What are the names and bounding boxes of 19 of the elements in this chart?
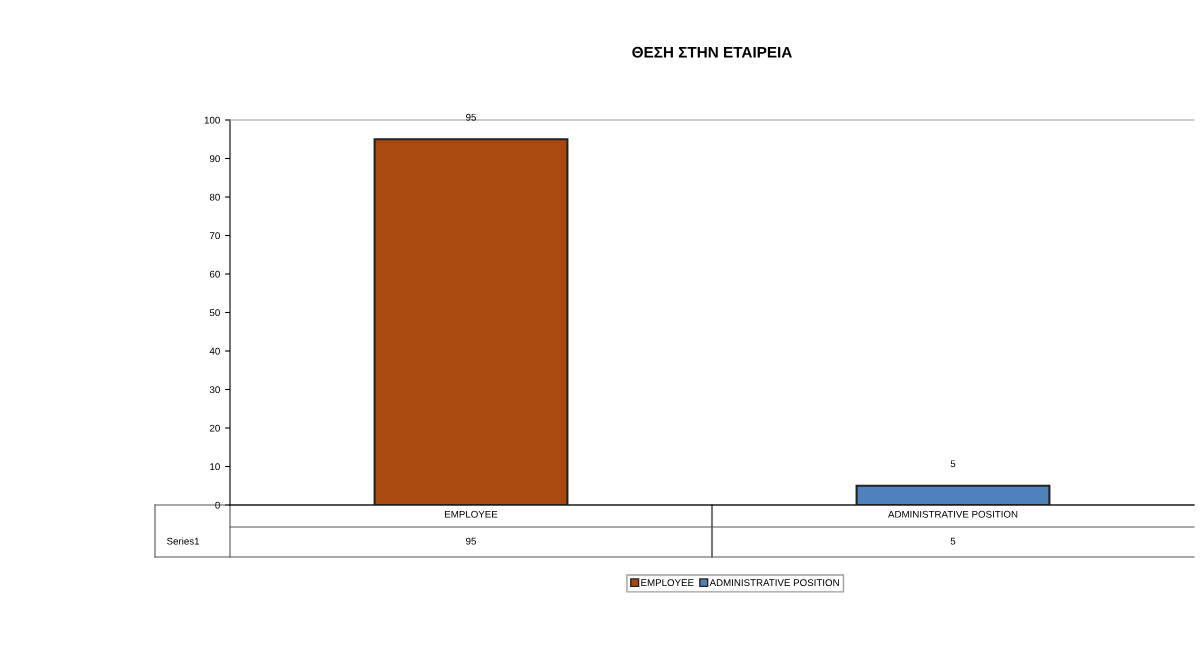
y-tick-label: 80 <box>209 193 220 201</box>
y-tick-label: 30 <box>209 386 220 394</box>
text: 95 <box>466 537 476 545</box>
y-tick-label: 10 <box>210 463 220 471</box>
text: Series1 <box>167 537 200 545</box>
category-label: ADMINISTRATIVE POSITION <box>709 579 839 587</box>
y-tick-label: 50 <box>209 309 220 317</box>
chart-title: ΘΕΣΗ ΣΤΗΝ ΕΤΑΙΡΕΙΑ <box>632 46 792 58</box>
text: 5 <box>950 537 956 545</box>
data-label: 5 <box>950 460 956 468</box>
y-tick-label: 70 <box>209 232 220 240</box>
category-label: EMPLOYEE <box>641 579 694 587</box>
y-tick-label: 0 <box>215 501 220 509</box>
y-tick-label: 20 <box>209 424 220 432</box>
data-label: 95 <box>466 113 476 121</box>
y-tick-label: 100 <box>204 116 220 124</box>
y-tick-label: 40 <box>209 347 220 355</box>
y-tick-label: 60 <box>209 270 220 278</box>
y-tick-label: 90 <box>209 155 220 163</box>
